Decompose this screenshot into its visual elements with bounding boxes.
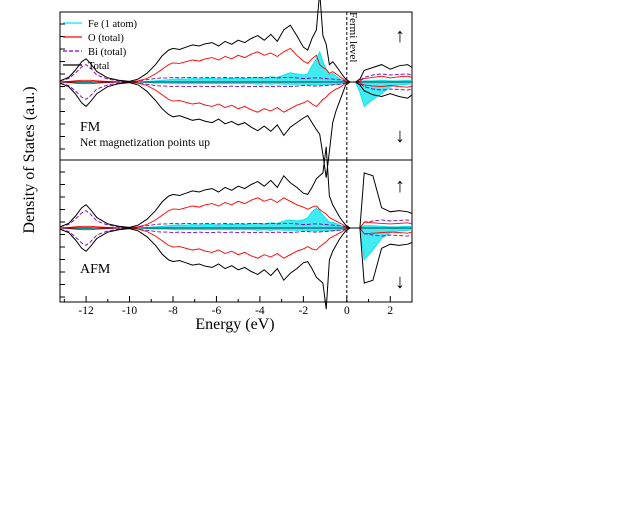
- total-down-line: [59, 227, 413, 310]
- spin-up-arrow: ↑: [395, 25, 405, 47]
- total-down-line: [59, 81, 413, 178]
- panel-label: AFM: [80, 262, 111, 277]
- spin-up-arrow: ↑: [395, 175, 405, 197]
- fe-area-up: [60, 208, 412, 228]
- panel-frame: [59, 159, 413, 303]
- panel-afm: AFM ↑ ↓: [59, 146, 413, 310]
- total-up-line: [59, 0, 413, 83]
- o-total-up-line: [59, 47, 413, 83]
- x-tick-label: -4: [255, 305, 265, 317]
- legend-entry: Fe (1 atom): [88, 19, 137, 30]
- legend-entry: Total: [88, 61, 110, 72]
- x-tick-label: -2: [299, 305, 309, 317]
- x-axis-ticks: -12 -10 -8 -6 -4 -2 0 2: [63, 296, 413, 317]
- fe-area-up: [60, 51, 412, 82]
- legend-entry: Bi (total): [88, 47, 127, 58]
- x-axis-label: Energy (eV): [195, 316, 274, 333]
- o-total-down-line: [59, 81, 413, 113]
- x-tick-label: 2: [387, 305, 393, 317]
- fe-area-down: [60, 82, 412, 107]
- legend-entry: O (total): [88, 33, 124, 44]
- y-axis-label: Density of States (a.u.): [21, 86, 38, 233]
- panel-fm: FM Net magnetization points up ↑ ↓: [59, 0, 413, 178]
- panels-layer: FM Net magnetization points up ↑ ↓ AFM ↑ ↓: [59, 0, 413, 310]
- x-tick-label: -12: [78, 305, 94, 317]
- x-tick-label: 0: [344, 305, 350, 317]
- panel-label: FM: [80, 120, 101, 135]
- spin-down-arrow: ↓: [395, 125, 405, 147]
- fe-area-down: [60, 228, 412, 260]
- panel-annotation: Net magnetization points up: [80, 137, 210, 149]
- o-total-down-line: [59, 227, 413, 259]
- x-tick-label: -10: [122, 305, 138, 317]
- o-total-up-line: [59, 197, 413, 229]
- fermi-level-label: Fermi level: [347, 12, 359, 62]
- legend: Fe (1 atom) O (total) Bi (total) Total: [63, 19, 137, 72]
- x-tick-label: -6: [212, 305, 222, 317]
- x-tick-label: -8: [168, 305, 178, 317]
- total-up-line: [59, 146, 413, 229]
- spin-down-arrow: ↓: [395, 271, 405, 293]
